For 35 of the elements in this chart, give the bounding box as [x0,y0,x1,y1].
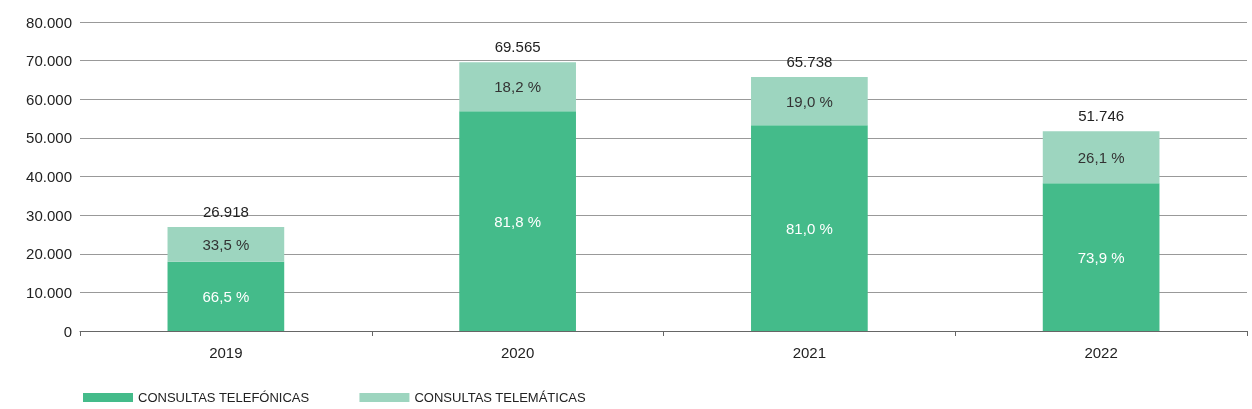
bar [751,125,868,331]
annotation: 26,1 % [1077,148,1125,166]
x-tick-label: 2021 [792,344,827,361]
y-tick-label: 30.000 [26,206,72,224]
annotation: 33,5 % [202,235,250,253]
bar [459,62,576,112]
y-tick-label: 60.000 [26,90,72,108]
y-tick-label: 40.000 [26,168,72,185]
annotation: 19,0 % [786,92,833,110]
annotation: 81,0 % [786,219,833,237]
legend-label: CONSULTAS TELEFÓNICAS [138,390,310,405]
total-label: 69.565 [494,38,541,56]
total-label: 26.918 [202,203,249,221]
y-tick-label: 20.000 [26,245,72,263]
annotation: 73,9 % [1077,248,1125,266]
x-tick-label: 2022 [1084,344,1118,361]
total-label: 51.746 [1078,107,1125,125]
bar [459,111,576,331]
annotation: 81,8 % [494,212,541,230]
bar [167,261,285,331]
x-tick-label: 2020 [500,344,535,361]
y-tick-label: 50.000 [26,129,72,147]
bar [1042,183,1160,331]
x-tick-label: 2019 [209,344,243,361]
bar [1042,131,1160,184]
total-label: 65.738 [786,53,833,71]
y-tick-label: 0 [63,322,72,340]
y-tick-label: 80.000 [26,13,72,31]
legend-label: CONSULTAS TELEMÁTICAS [414,390,586,405]
bar [751,77,868,126]
annotation: 18,2 % [494,78,541,96]
annotation: 66,5 % [202,287,250,305]
y-tick-label: 10.000 [26,283,72,301]
bar [167,227,285,262]
y-tick-label: 70.000 [26,52,72,70]
